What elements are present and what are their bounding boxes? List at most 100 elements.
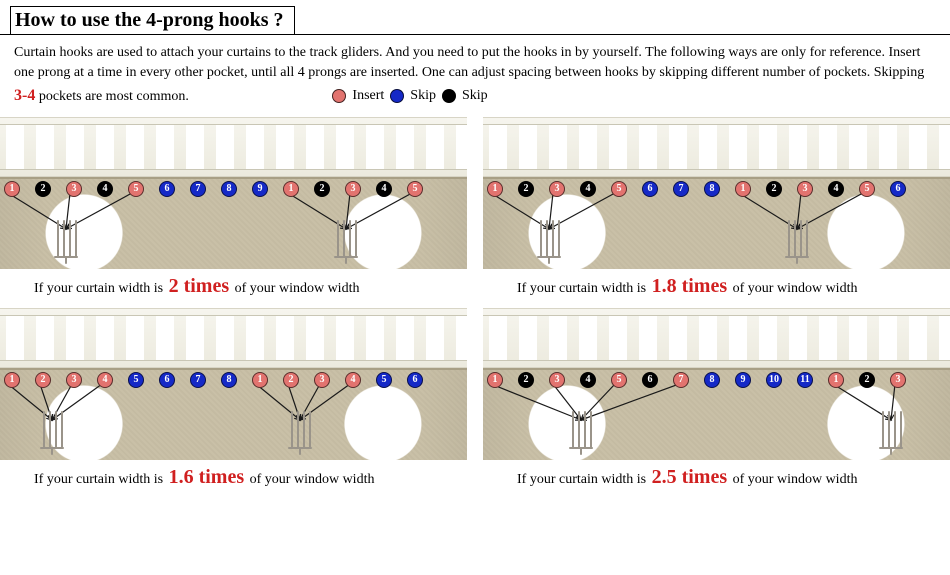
pocket-number: 6 [159,372,175,388]
panel-grid: 12345678912345 If your curtain width is … [0,111,950,495]
curtain-tape [0,117,467,177]
pocket-number: 3 [549,372,565,388]
hook-icon [38,408,66,456]
pocket-number: 4 [580,372,596,388]
pocket-number: 2 [314,181,330,197]
pocket-number: 2 [766,181,782,197]
caption-prefix: If your curtain width is [517,472,646,487]
caption-multiplier: 1.6 times [167,466,247,488]
pocket-number: 3 [890,372,906,388]
legend-label: Skip [410,86,436,106]
pocket-number: 3 [66,372,82,388]
intro-text-main: Curtain hooks are used to attach your cu… [14,45,920,80]
panel-caption: If your curtain width is 1.6 times of yo… [0,460,467,495]
pocket-number: 3 [66,181,82,197]
panel-caption: If your curtain width is 2 times of your… [0,269,467,304]
hook-icon [286,408,314,456]
intro-skip-label: Skipping [874,65,925,80]
diagram-panel: 1234567891011123 If your curtain width i… [483,308,950,495]
pocket-number: 7 [673,181,689,197]
pocket-number: 5 [128,181,144,197]
hook-icon [52,217,80,265]
pocket-number-row: 12345678912345 [0,179,467,199]
pocket-number: 11 [797,372,813,388]
pocket-number: 5 [611,372,627,388]
pocket-number: 2 [518,181,534,197]
hook-icon [877,408,905,456]
pocket-number: 1 [735,181,751,197]
pocket-number: 8 [221,372,237,388]
legend-label: Skip [462,86,488,106]
caption-suffix: of your window width [733,472,858,487]
caption-suffix: of your window width [733,281,858,296]
pocket-number-row: 1234567891011123 [483,370,950,390]
pocket-number: 6 [407,372,423,388]
legend-dot [332,89,346,103]
pocket-number: 5 [376,372,392,388]
pocket-number: 6 [890,181,906,197]
pocket-number: 6 [159,181,175,197]
pocket-number: 8 [221,181,237,197]
curtain-fabric: 12345678123456 [483,177,950,269]
pocket-number: 3 [314,372,330,388]
pocket-number: 4 [828,181,844,197]
pocket-number: 4 [580,181,596,197]
intro-skip-value: 3-4 [14,87,35,104]
curtain-fabric: 1234567891011123 [483,368,950,460]
pocket-number: 8 [704,181,720,197]
curtain-tape [483,308,950,368]
pocket-number: 4 [97,181,113,197]
pocket-number: 9 [735,372,751,388]
legend-dot [390,89,404,103]
intro-paragraph: Curtain hooks are used to attach your cu… [0,35,950,111]
pocket-number: 2 [35,372,51,388]
pocket-number: 4 [345,372,361,388]
legend-label: Insert [352,86,384,106]
pocket-number: 1 [4,372,20,388]
curtain-fabric: 12345678912345 [0,177,467,269]
curtain-tape [483,117,950,177]
pocket-number: 8 [704,372,720,388]
hook-icon [535,217,563,265]
pocket-number: 10 [766,372,782,388]
caption-suffix: of your window width [235,281,360,296]
pocket-number: 2 [283,372,299,388]
caption-prefix: If your curtain width is [34,281,163,296]
pocket-number: 1 [828,372,844,388]
curtain-fabric: 12345678123456 [0,368,467,460]
pocket-number-row: 12345678123456 [483,179,950,199]
pocket-number: 1 [252,372,268,388]
pocket-number: 9 [252,181,268,197]
caption-suffix: of your window width [250,472,375,487]
curtain-tape [0,308,467,368]
pocket-number: 2 [518,372,534,388]
panel-caption: If your curtain width is 1.8 times of yo… [483,269,950,304]
legend-dot [442,89,456,103]
caption-prefix: If your curtain width is [34,472,163,487]
pocket-number: 7 [190,372,206,388]
pocket-number: 6 [642,181,658,197]
pocket-number: 5 [611,181,627,197]
caption-prefix: If your curtain width is [517,281,646,296]
pocket-number: 6 [642,372,658,388]
pocket-number: 4 [376,181,392,197]
pocket-number: 4 [97,372,113,388]
pocket-number-row: 12345678123456 [0,370,467,390]
caption-multiplier: 2.5 times [650,466,730,488]
pocket-number: 5 [128,372,144,388]
pocket-number: 2 [859,372,875,388]
diagram-panel: 12345678123456 If your curtain width is … [0,308,467,495]
caption-multiplier: 2 times [167,275,232,297]
hook-icon [567,408,595,456]
pocket-number: 3 [549,181,565,197]
pocket-number: 3 [797,181,813,197]
panel-caption: If your curtain width is 2.5 times of yo… [483,460,950,495]
pocket-number: 1 [487,372,503,388]
intro-skip-tail: pockets are most common. [39,89,189,104]
pocket-number: 7 [190,181,206,197]
pocket-number: 3 [345,181,361,197]
pocket-number: 5 [859,181,875,197]
hook-icon [332,217,360,265]
page-title: How to use the 4-prong hooks ? [10,6,295,35]
diagram-panel: 12345678123456 If your curtain width is … [483,117,950,304]
